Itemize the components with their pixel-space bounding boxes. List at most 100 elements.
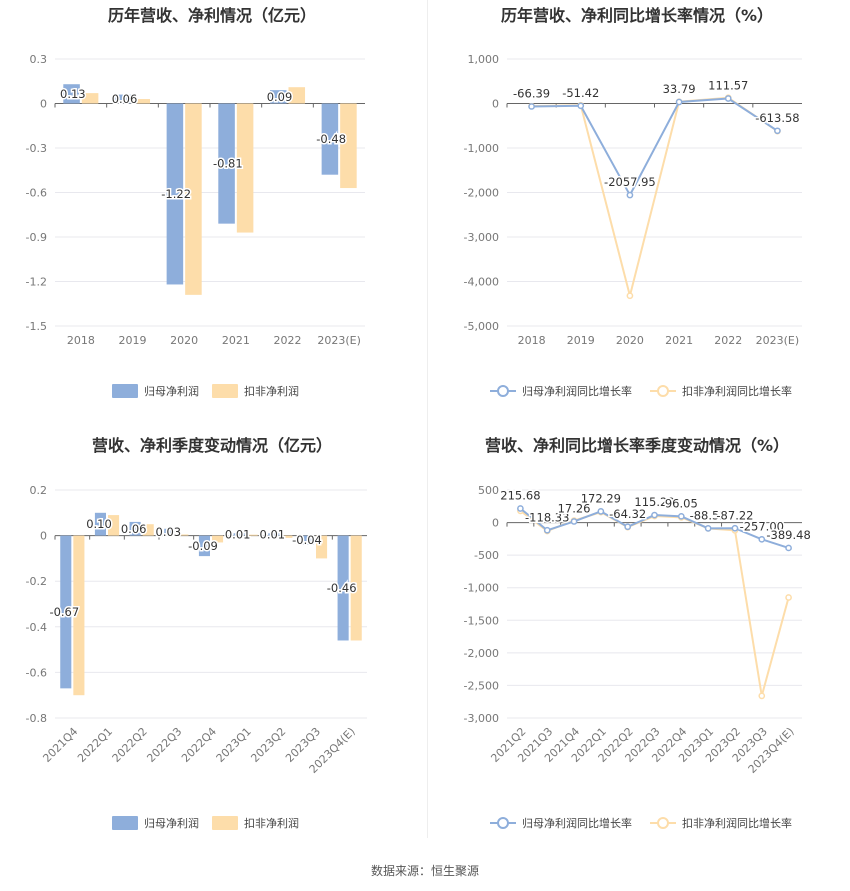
quarterly-profit-bar-deducted-net-profit (246, 534, 258, 536)
annual-growth-ytick-label: 1,000 (468, 53, 500, 66)
quarterly-profit-bar-parent-net-profit (94, 512, 106, 536)
quarterly-growth-data-label: -389.48 (766, 528, 810, 542)
quarterly-growth-point-parent (731, 524, 739, 532)
annual-growth-data-label: 111.57 (708, 79, 748, 93)
annual-profit-data-label: 0.06 (112, 92, 138, 106)
quarterly-profit-data-label: -0.09 (188, 539, 218, 553)
annual-growth-xtick-label: 2022 (714, 334, 742, 347)
annual-growth-point-parent (675, 98, 683, 106)
annual-profit-ytick-label: -1.5 (26, 320, 47, 333)
annual-profit-ytick-label: -0.6 (26, 187, 47, 200)
quarterly-growth-ytick-label: 500 (478, 484, 499, 497)
annual-growth-point-deducted (626, 292, 634, 300)
annual-profit-bar-deducted-net-profit (340, 103, 357, 189)
annual-profit-ytick-label: -0.9 (26, 231, 47, 244)
chart-panel-quarterly-growth: 营收、净利同比增长率季度变动情况（%） 500 0 -500 -1,000 -1,500 -… (425, 430, 850, 860)
quarterly-profit-bar-deducted-net-profit (281, 535, 293, 538)
annual-growth-data-label: 33.79 (663, 82, 696, 96)
quarterly-profit-xtick-label: 2022Q2 (110, 725, 150, 765)
quarterly-profit-data-label: -0.04 (292, 533, 322, 547)
annual-growth-ytick-label: -5,000 (464, 320, 499, 333)
annual-profit-data-label: 0.09 (267, 90, 293, 104)
quarterly-growth-point-parent (704, 524, 712, 532)
quarterly-growth-ytick-label: -1,000 (464, 582, 499, 595)
quarterly-growth-point-parent (758, 535, 766, 543)
annual-growth-data-label: -613.58 (755, 111, 799, 125)
quarterly-growth-title: 营收、净利同比增长率季度变动情况（%） (485, 436, 789, 455)
quarterly-profit-bar-deducted-net-profit (108, 515, 120, 536)
annual-profit-legend-label: 扣非净利润 (244, 384, 299, 398)
quarterly-profit-xtick-label: 2021Q4 (40, 725, 80, 765)
quarterly-profit-legend-swatch (112, 816, 138, 830)
annual-growth-xtick-label: 2021 (665, 334, 693, 347)
quarterly-profit-bar-parent-net-profit (337, 535, 349, 641)
quarterly-growth-legend-label: 归母净利润同比增长率 (522, 816, 632, 830)
annual-growth-ytick-label: -2,000 (464, 187, 499, 200)
quarterly-growth-data-label: 172.29 (581, 491, 621, 505)
annual-growth-ytick-label: 0 (492, 98, 499, 111)
quarterly-profit-xtick-label: 2022Q1 (75, 725, 115, 765)
quarterly-growth-data-label: 17.26 (558, 501, 591, 515)
quarterly-profit-bar-deducted-net-profit (73, 535, 85, 696)
quarterly-growth-ytick-label: -500 (474, 549, 499, 562)
quarterly-growth-point-deducted (758, 692, 766, 700)
quarterly-profit-legend-label: 归母净利润 (144, 816, 199, 830)
annual-growth-legend-marker (497, 385, 509, 397)
annual-profit-ytick-label: 0 (40, 98, 47, 111)
quarterly-growth-point-parent (785, 544, 792, 552)
quarterly-profit-ytick-label: -0.4 (26, 621, 47, 634)
quarterly-growth-data-label: -64.32 (609, 507, 646, 521)
quarterly-growth-series-line-deducted (519, 510, 790, 697)
quarterly-growth-point-parent (597, 507, 605, 515)
quarterly-profit-bar-deducted-net-profit (212, 535, 224, 543)
annual-profit-bar-chart: 历年营收、净利情况（亿元） 0.3 0 -0.3 -0.6 -0.9 -1.2 -1.5 201… (26, 6, 365, 398)
annual-growth-line-chart: 历年营收、净利同比增长率情况（%） 1,000 0 -1,000 -2,000 -3,00… (464, 6, 802, 398)
annual-profit-bar-parent-net-profit (63, 84, 80, 104)
quarterly-growth-point-parent (651, 511, 658, 519)
annual-profit-ytick-label: -0.3 (26, 142, 47, 155)
annual-growth-ytick-label: -1,000 (464, 142, 499, 155)
annual-growth-legend-label: 扣非净利润同比增长率 (682, 384, 792, 398)
quarterly-profit-bar-deducted-net-profit (316, 535, 328, 559)
quarterly-profit-data-label: 0.06 (121, 522, 147, 536)
quarterly-growth-point-parent (570, 518, 578, 525)
quarterly-profit-ytick-label: 0 (40, 530, 47, 543)
annual-growth-xtick-label: 2020 (616, 334, 644, 347)
annual-growth-ytick-label: -4,000 (464, 276, 499, 289)
quarterly-growth-data-label: -118.33 (525, 510, 569, 524)
annual-profit-bar-deducted-net-profit (288, 87, 306, 104)
annual-profit-data-label: 0.13 (60, 87, 86, 101)
quarterly-growth-point-deducted (785, 594, 792, 601)
chart-panel-quarterly-profit: 营收、净利季度变动情况（亿元） 0.2 0 -0.2 -0.4 -0.6 -0.8 2021Q… (0, 430, 425, 860)
quarterly-growth-data-label: 215.68 (500, 489, 540, 503)
quarterly-profit-data-label: 0.10 (86, 517, 112, 531)
data-source-note: 数据来源：恒生聚源 (370, 864, 479, 878)
quarterly-profit-data-label: -0.46 (327, 581, 357, 595)
annual-profit-data-label: -1.22 (161, 187, 191, 201)
quarterly-growth-legend-marker (497, 817, 509, 829)
annual-profit-bar-deducted-net-profit (185, 103, 202, 295)
annual-growth-data-label: -51.42 (562, 86, 599, 100)
quarterly-profit-title: 营收、净利季度变动情况（亿元） (92, 436, 332, 455)
quarterly-profit-bar-deducted-net-profit (142, 524, 154, 536)
quarterly-growth-data-label: -257.00 (740, 519, 784, 533)
quarterly-profit-bar-parent-net-profit (233, 533, 245, 536)
quarterly-profit-xtick-label: 2022Q4 (179, 725, 219, 765)
quarterly-growth-data-label: -88.52 (690, 508, 727, 522)
quarterly-growth-ytick-label: 0 (492, 517, 499, 530)
quarterly-profit-bar-parent-net-profit (60, 535, 72, 689)
quarterly-growth-ytick-label: -3,000 (464, 712, 499, 725)
quarterly-growth-point-parent (517, 505, 524, 512)
annual-growth-legend-marker (657, 385, 669, 397)
quarterly-profit-bar-parent-net-profit (268, 533, 280, 536)
annual-profit-bar-parent-net-profit (269, 90, 287, 104)
quarterly-growth-legend-label: 扣非净利润同比增长率 (682, 816, 792, 830)
quarterly-profit-data-label: 0.01 (225, 527, 251, 541)
annual-growth-ytick-label: -3,000 (464, 231, 499, 244)
quarterly-profit-legend-swatch (212, 816, 238, 830)
quarterly-growth-legend-marker (657, 817, 669, 829)
annual-profit-bar-parent-net-profit (166, 103, 184, 285)
annual-profit-legend-swatch (212, 384, 238, 398)
quarterly-profit-ytick-label: -0.8 (26, 712, 47, 725)
annual-profit-bar-deducted-net-profit (236, 103, 254, 233)
